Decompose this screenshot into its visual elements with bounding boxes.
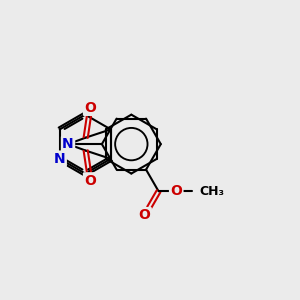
Text: CH₃: CH₃ (199, 185, 224, 198)
Text: N: N (54, 152, 65, 166)
Text: O: O (139, 208, 151, 222)
Text: O: O (84, 174, 96, 188)
Text: O: O (84, 100, 96, 115)
Text: N: N (62, 137, 74, 151)
Text: O: O (170, 184, 182, 198)
